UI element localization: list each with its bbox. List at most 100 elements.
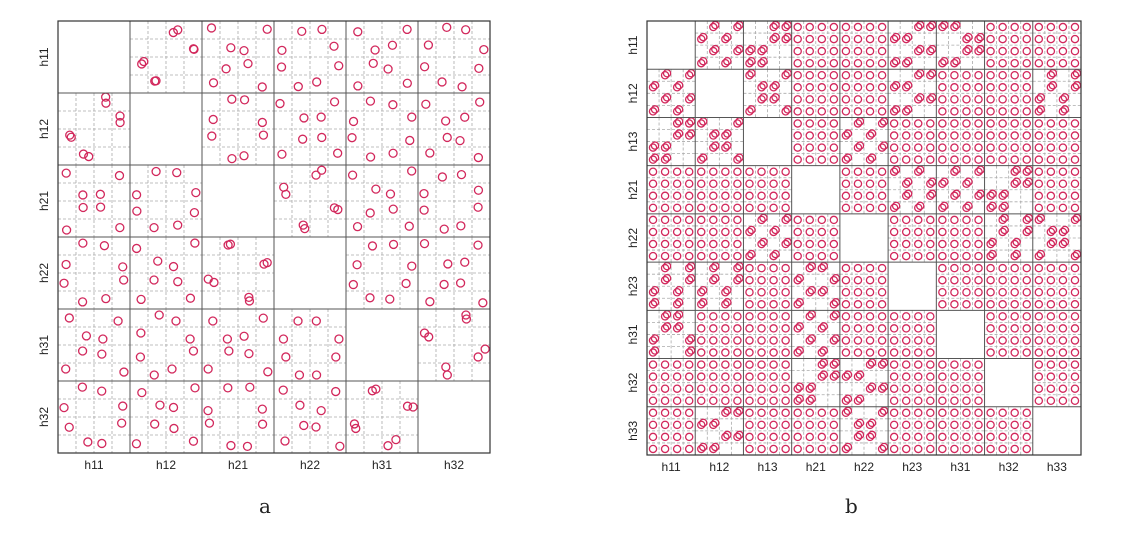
data-point <box>745 324 754 333</box>
data-point <box>460 257 470 267</box>
data-point <box>926 227 935 237</box>
data-point <box>889 324 899 333</box>
data-point <box>805 155 815 164</box>
data-point <box>986 251 995 261</box>
panel-h11-vs-h12 <box>695 20 744 70</box>
data-point <box>865 420 875 430</box>
panel-h12-vs-h22 <box>839 69 889 118</box>
data-point <box>817 71 827 80</box>
data-point <box>950 300 959 309</box>
data-point <box>1034 46 1044 56</box>
data-point <box>747 105 756 114</box>
data-point <box>986 107 995 116</box>
data-point <box>962 444 971 454</box>
panel-h22-vs-h21 <box>791 213 840 263</box>
data-point <box>817 372 827 381</box>
data-point <box>771 225 780 235</box>
data-point <box>998 336 1007 345</box>
data-point <box>1070 58 1080 68</box>
data-point <box>1070 179 1080 188</box>
data-point <box>974 34 983 44</box>
data-point <box>889 239 899 249</box>
data-point <box>709 348 718 357</box>
data-point <box>998 348 1007 357</box>
data-point <box>1000 201 1009 211</box>
data-point <box>889 203 899 213</box>
data-point <box>735 20 744 30</box>
data-point <box>312 77 322 87</box>
panel-h21-vs-h32 <box>984 165 1034 214</box>
data-point <box>853 348 863 357</box>
data-point <box>817 143 827 152</box>
data-point <box>938 107 947 116</box>
data-point <box>1000 225 1009 235</box>
data-point <box>793 46 802 56</box>
data-point <box>962 420 971 430</box>
data-point <box>914 119 923 128</box>
data-point <box>334 61 344 71</box>
data-point <box>1034 396 1044 405</box>
data-point <box>926 324 935 333</box>
data-point <box>964 201 973 211</box>
data-point <box>865 324 875 333</box>
data-point <box>1010 420 1019 430</box>
data-point <box>131 439 142 449</box>
data-point <box>660 239 670 249</box>
data-point <box>853 179 863 188</box>
data-point <box>903 81 913 90</box>
data-point <box>684 408 694 418</box>
data-point <box>697 324 706 333</box>
data-point <box>903 177 913 186</box>
data-point <box>817 348 827 357</box>
data-point <box>1070 263 1080 273</box>
data-point <box>817 324 827 333</box>
data-point <box>805 263 815 273</box>
data-point <box>914 312 923 321</box>
data-point <box>974 384 983 393</box>
data-point <box>709 215 718 225</box>
panel-h13-vs-h23 <box>888 117 937 166</box>
data-point <box>697 179 706 188</box>
data-point <box>721 143 730 152</box>
data-point <box>805 239 815 249</box>
data-point <box>684 336 694 345</box>
data-point <box>1034 167 1044 176</box>
data-point <box>817 34 827 44</box>
data-point <box>757 300 766 309</box>
data-point <box>843 406 853 416</box>
data-point <box>442 370 452 380</box>
panel-h32-vs-h12 <box>130 381 202 453</box>
data-point <box>1010 263 1019 273</box>
data-point <box>914 348 923 357</box>
y-axis-label: h22 <box>626 228 640 248</box>
data-point <box>926 215 935 225</box>
panel-h22-vs-h23 <box>888 213 937 263</box>
y-axis-label: h23 <box>626 276 640 296</box>
data-point <box>855 430 865 440</box>
panel-h22-vs-h31 <box>936 213 985 263</box>
panel-h12-vs-h31 <box>346 93 418 165</box>
data-point <box>368 58 378 68</box>
data-point <box>402 78 412 88</box>
data-point <box>757 287 766 297</box>
data-point <box>456 169 467 180</box>
data-point <box>419 188 429 199</box>
data-point <box>805 312 815 321</box>
data-point <box>407 261 417 271</box>
data-point <box>938 408 947 418</box>
data-point <box>1058 348 1068 357</box>
data-point <box>998 155 1007 164</box>
data-point <box>877 179 887 188</box>
data-point <box>648 420 658 430</box>
data-point <box>865 203 875 213</box>
data-point <box>1058 300 1068 309</box>
data-point <box>769 396 778 405</box>
data-point <box>1046 191 1056 201</box>
x-axis-label: h33 <box>1047 460 1067 474</box>
data-point <box>1046 348 1056 357</box>
data-point <box>1034 119 1044 128</box>
data-point <box>891 56 901 66</box>
panel-h11-vs-h23 <box>888 20 937 70</box>
data-point <box>926 95 935 104</box>
